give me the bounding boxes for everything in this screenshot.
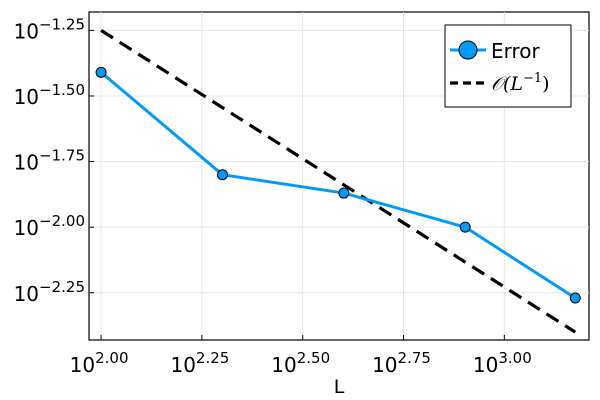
grid <box>89 12 589 340</box>
axis-ticks: 102.00 102.25 102.50 102.75 103.00 10−2.25 10−… <box>14 15 532 377</box>
x-axis-title: L <box>334 376 345 398</box>
y-tick-label: 10−1.50 <box>14 81 85 109</box>
y-tick-label: 10−2.25 <box>14 278 85 306</box>
y-tick-label: 10−1.75 <box>14 147 85 175</box>
legend-reference-label: 𝒪(L−1) <box>491 71 550 95</box>
error-data-point <box>459 221 471 233</box>
x-tick-label: 102.25 <box>170 349 229 377</box>
series-layer <box>95 29 581 334</box>
error-data-point <box>95 66 107 78</box>
legend-box <box>444 24 572 108</box>
legend-error-label: Error <box>491 39 541 63</box>
error-data-point <box>569 292 581 304</box>
y-tick-label: 10−2.00 <box>14 212 85 240</box>
error-data-point <box>338 187 350 199</box>
legend-error-marker-swatch <box>458 40 478 60</box>
x-tick-label: 102.00 <box>70 349 129 377</box>
x-tick-label: 102.75 <box>372 349 431 377</box>
error-data-point <box>216 169 228 181</box>
x-tick-label: 102.50 <box>271 349 330 377</box>
x-tick-label: 103.00 <box>473 349 532 377</box>
y-tick-label: 10−1.25 <box>14 15 85 43</box>
reference-slope-line <box>100 29 577 334</box>
legend: Error 𝒪(L−1) <box>444 24 572 108</box>
